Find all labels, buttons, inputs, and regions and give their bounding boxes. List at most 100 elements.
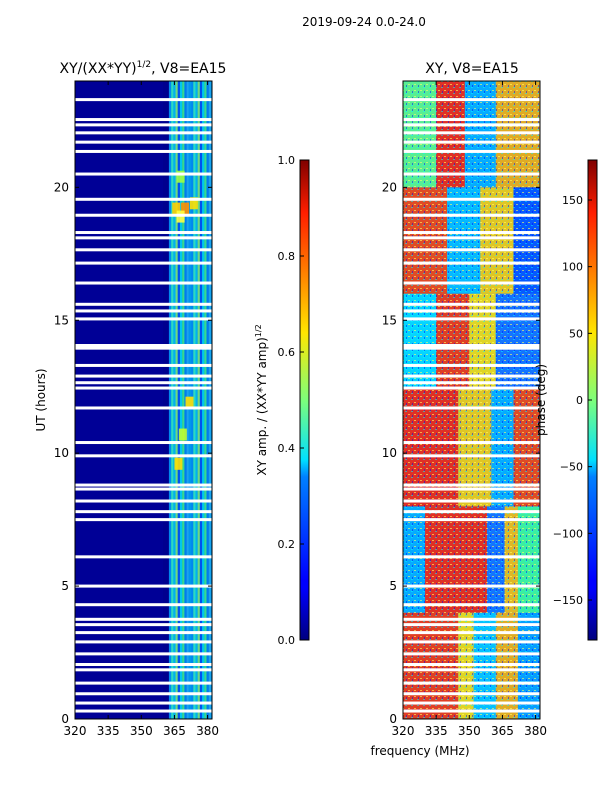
flagged-row — [403, 454, 540, 458]
left-x-tick-label: 320 — [64, 724, 87, 738]
flagged-row — [403, 346, 540, 350]
flagged-row — [403, 213, 540, 217]
right-colorbar-tick-label: 150 — [562, 194, 583, 207]
flagged-row — [75, 617, 212, 621]
left-band-blotch — [185, 396, 194, 409]
right-panel-title: XY, V8=EA15 — [425, 61, 519, 77]
flagged-row — [403, 709, 540, 713]
left-band-stripe — [193, 81, 196, 719]
flagged-row — [403, 701, 540, 705]
flagged-row — [75, 584, 212, 588]
flagged-row — [75, 363, 212, 367]
flagged-row — [403, 652, 540, 656]
flagged-row — [403, 510, 540, 514]
flagged-row — [75, 344, 212, 348]
left-band-stripe — [204, 81, 207, 719]
left-band-stripe — [199, 81, 203, 719]
left-band-stripe — [195, 81, 198, 719]
flagged-row — [403, 681, 540, 685]
flagged-row — [75, 309, 212, 313]
x-axis-label: frequency (MHz) — [370, 744, 469, 758]
left-band-stripe — [202, 81, 205, 719]
flagged-row — [403, 118, 540, 122]
right-y-tick-label: 10 — [382, 446, 397, 460]
flagged-row — [75, 213, 212, 217]
flagged-row — [75, 510, 212, 514]
right-colorbar-tick-label: 50 — [569, 327, 583, 340]
flagged-row — [75, 701, 212, 705]
flagged-row — [403, 302, 540, 306]
right-x-axis: 320 335 350 365 380 — [392, 81, 547, 738]
flagged-row — [403, 631, 540, 635]
left-heatmap-image — [75, 81, 212, 719]
flagged-row — [403, 518, 540, 522]
flagged-row — [403, 555, 540, 559]
flagged-row — [75, 281, 212, 285]
right-colorbar: −150 −100 −50 0 50 100 150 phase (deg) — [534, 159, 598, 641]
flagged-row — [403, 172, 540, 176]
flagged-row — [75, 261, 212, 265]
flagged-row — [75, 652, 212, 656]
right-colorbar-tick-label: −150 — [553, 594, 583, 607]
flagged-row — [403, 640, 540, 644]
flagged-row — [403, 623, 540, 627]
right-x-tick-label: 380 — [524, 724, 547, 738]
flagged-row — [403, 363, 540, 367]
flagged-row — [75, 668, 212, 672]
flagged-row — [403, 98, 540, 102]
left-band-blotch — [178, 428, 187, 441]
flagged-row — [403, 236, 540, 240]
right-colorbar-tick-label: −50 — [560, 461, 583, 474]
flagged-row — [403, 140, 540, 144]
left-panel-title: XY/(XX*YY)1/2, V8=EA15 — [60, 60, 227, 77]
left-y-tick-label: 10 — [54, 446, 69, 460]
flagged-row — [75, 131, 212, 135]
left-colorbar-label: XY amp. / (XX*YY amp)1/2 — [254, 324, 269, 475]
left-axes-frame — [74, 80, 213, 720]
left-band-stripe — [173, 81, 176, 719]
left-colorbar-tick-label: 0.4 — [278, 442, 296, 455]
left-x-tick-label: 380 — [196, 724, 219, 738]
flagged-row — [75, 631, 212, 635]
flagged-row — [403, 231, 540, 235]
flagged-row — [403, 149, 540, 153]
flagged-row — [75, 118, 212, 122]
right-colorbar-tick-label: −100 — [553, 527, 583, 540]
flagged-row — [403, 406, 540, 410]
left-band-stripe — [177, 81, 181, 719]
flagged-row — [75, 623, 212, 627]
flagged-row — [403, 499, 540, 503]
flagged-row — [75, 231, 212, 235]
left-heatmap-panel: XY/(XX*YY)1/2, V8=EA15 320 335 350 365 380 0… — [34, 60, 226, 738]
left-colorbar-tick-label: 0.2 — [278, 538, 296, 551]
flagged-row — [75, 197, 212, 201]
flagged-row — [75, 499, 212, 503]
flagged-row — [75, 692, 212, 696]
right-x-tick-label: 365 — [491, 724, 514, 738]
flagged-row — [75, 172, 212, 176]
flagged-row — [75, 98, 212, 102]
flagged-row — [403, 281, 540, 285]
flagged-row — [75, 346, 212, 350]
left-x-tick-label: 365 — [163, 724, 186, 738]
left-band-blotch — [174, 457, 183, 470]
left-band-blotch — [176, 170, 185, 183]
flagged-row — [75, 663, 212, 667]
flagged-row — [75, 454, 212, 458]
flagged-row — [403, 123, 540, 127]
flagged-row — [75, 317, 212, 321]
flagged-row — [403, 617, 540, 621]
left-band-blotch — [181, 202, 190, 215]
left-band-stripe — [168, 81, 172, 719]
left-colorbar-tick-label: 0.8 — [278, 250, 296, 263]
left-band-blotch — [189, 197, 198, 210]
flagged-row — [403, 374, 540, 378]
flagged-row — [403, 584, 540, 588]
flagged-row — [403, 317, 540, 321]
right-colorbar-label: phase (deg) — [534, 364, 548, 436]
figure-suptitle: 2019-09-24 0.0-24.0 — [302, 15, 426, 29]
right-y-tick-label: 20 — [382, 180, 397, 194]
flagged-row — [75, 149, 212, 153]
left-colorbar: 0.0 0.2 0.4 0.6 0.8 1.0 XY amp. / (XX*YY amp)… — [254, 154, 310, 647]
